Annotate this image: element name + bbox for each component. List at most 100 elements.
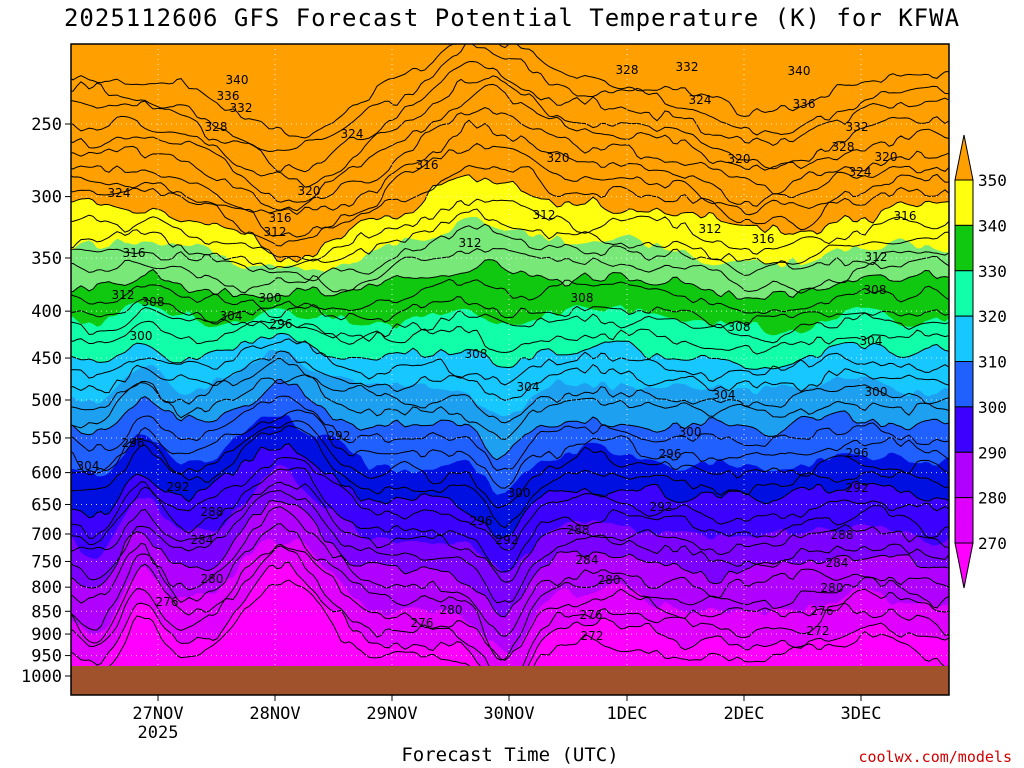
y-tick-label: 1000 — [21, 667, 62, 687]
contour-label: 276 — [811, 604, 834, 618]
isentrope-line — [71, 467, 949, 573]
isentrope-line — [71, 247, 949, 294]
isentrope-line — [71, 523, 949, 661]
colorbar-label: 290 — [978, 443, 1007, 462]
colorbar-segment — [954, 315, 974, 362]
contour-label: 328 — [205, 120, 228, 134]
contour-label: 304 — [713, 388, 736, 402]
contour-label: 300 — [130, 329, 153, 343]
colorbar-segment — [954, 451, 974, 499]
contour-label: 300 — [259, 291, 282, 305]
y-axis: 250 300 350 400 450 500 550 600 650 700 750 800 850 9… — [21, 115, 71, 687]
x-tick-label: 3DEC — [841, 704, 882, 724]
colorbar-segment — [954, 224, 974, 272]
isentrope-line — [71, 332, 949, 370]
isentrope-line — [71, 142, 949, 238]
contour-label: 276 — [156, 595, 179, 609]
isentrope-line — [71, 296, 949, 329]
contour-label: 288 — [567, 523, 590, 537]
contour-label: 276 — [411, 616, 434, 630]
source-credit: coolwx.com/models — [858, 748, 1012, 766]
contour-label: 288 — [831, 528, 854, 542]
contour-label: 292 — [167, 480, 190, 494]
contour-label: 336 — [217, 89, 240, 103]
isentrope-line — [71, 75, 949, 188]
contour-label: 296 — [846, 446, 869, 460]
contour-label: 292 — [846, 481, 869, 495]
contour-label: 284 — [191, 533, 214, 547]
contour-label: 316 — [894, 209, 917, 223]
contour-label: 312 — [865, 250, 888, 264]
contour-label: 288 — [201, 505, 224, 519]
x-tick-label: 27NOV — [132, 704, 183, 724]
contour-label: 280 — [440, 603, 463, 617]
colorbar-min-arrow — [954, 542, 974, 589]
contour-label: 300 — [508, 486, 531, 500]
isentrope-line — [71, 378, 949, 461]
contour-label: 328 — [832, 140, 855, 154]
colorbar-segment — [954, 179, 974, 226]
grid-lines — [71, 44, 949, 695]
contour-label: 312 — [533, 208, 556, 222]
contour-label: 320 — [875, 150, 898, 164]
contour-label: 324 — [849, 165, 872, 179]
contour-label: 272 — [581, 629, 604, 643]
isentrope-line — [71, 374, 949, 441]
isentrope-line — [71, 409, 949, 489]
contour-label: 292 — [328, 429, 351, 443]
contour-label: 320 — [547, 151, 570, 165]
y-tick-label: 800 — [31, 578, 62, 598]
isentrope-line — [71, 499, 949, 618]
isentrope-line — [71, 174, 949, 263]
contour-label: 308 — [465, 347, 488, 361]
contour-label: 280 — [201, 572, 224, 586]
contour-label: 332 — [230, 101, 253, 115]
isentrope-line — [71, 420, 949, 509]
colorbar-max-arrow — [954, 134, 974, 181]
x-tick-year-label: 2025 — [138, 723, 179, 743]
isentrope-line — [71, 198, 949, 262]
contour-label: 272 — [807, 624, 830, 638]
isentrope-line — [71, 320, 949, 355]
y-tick-label: 650 — [31, 495, 62, 515]
contour-label: 300 — [865, 385, 888, 399]
x-tick-label: 30NOV — [483, 704, 534, 724]
contour-label: 316 — [123, 246, 146, 260]
contour-label: 336 — [793, 97, 816, 111]
contour-label: 308 — [571, 291, 594, 305]
contour-label: 280 — [598, 573, 621, 587]
y-tick-label: 400 — [31, 302, 62, 322]
y-tick-label: 450 — [31, 349, 62, 369]
contour-label: 340 — [788, 64, 811, 78]
contour-label: 308 — [864, 283, 887, 297]
y-tick-label: 750 — [31, 552, 62, 572]
chart-title: 2025112606 GFS Forecast Potential Temper… — [63, 4, 961, 32]
contour-label: 284 — [826, 556, 849, 570]
colorbar-segment — [954, 406, 974, 453]
colorbar-label: 270 — [978, 534, 1007, 553]
contour-label: 324 — [689, 93, 712, 107]
contour-label: 324 — [341, 127, 364, 141]
colorbar-label: 280 — [978, 489, 1007, 508]
colorbar-segment — [954, 497, 974, 544]
isentrope-line — [71, 60, 949, 173]
contour-label: 304 — [517, 380, 540, 394]
isentrope-line — [71, 561, 949, 695]
colorbar-segment — [954, 361, 974, 408]
y-tick-label: 600 — [31, 464, 62, 484]
contour-label: 304 — [860, 334, 883, 348]
contour-label: 284 — [576, 553, 599, 567]
isentrope-line — [71, 579, 949, 695]
y-tick-label: 950 — [31, 647, 62, 667]
contour-label: 280 — [821, 581, 844, 595]
isentrope-line — [71, 259, 949, 300]
contour-label: 316 — [752, 232, 775, 246]
isentrope-line — [71, 44, 949, 153]
plot-area — [71, 44, 949, 695]
y-tick-label: 900 — [31, 625, 62, 645]
contour-label: 324 — [108, 186, 131, 200]
y-tick-label: 250 — [31, 115, 62, 135]
colorbar-label: 300 — [978, 398, 1007, 417]
